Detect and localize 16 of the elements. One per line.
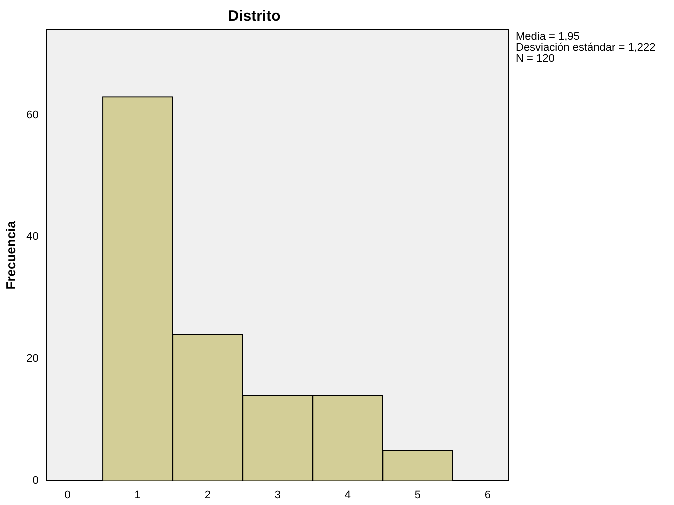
y-tick-label: 0 bbox=[32, 474, 39, 487]
x-tick-label: 5 bbox=[414, 489, 422, 502]
x-tick-label: 6 bbox=[484, 489, 492, 502]
text: N = 120 bbox=[516, 53, 556, 65]
text: Media = 1,95 bbox=[516, 31, 580, 43]
x-tick-label: 3 bbox=[274, 489, 281, 502]
text: Desviación estándar = 1,222 bbox=[516, 42, 656, 54]
y-tick-label: 40 bbox=[26, 231, 39, 244]
x-tick-label: 2 bbox=[204, 489, 211, 502]
y-axis-title: Frecuencia bbox=[3, 220, 18, 290]
chart-title: Distrito bbox=[228, 8, 281, 26]
x-tick-label: 4 bbox=[344, 489, 352, 502]
y-tick-label: 20 bbox=[26, 352, 39, 365]
x-tick-label: 1 bbox=[134, 489, 141, 502]
x-tick-label: 0 bbox=[64, 489, 71, 502]
y-tick-label: 60 bbox=[26, 109, 39, 122]
